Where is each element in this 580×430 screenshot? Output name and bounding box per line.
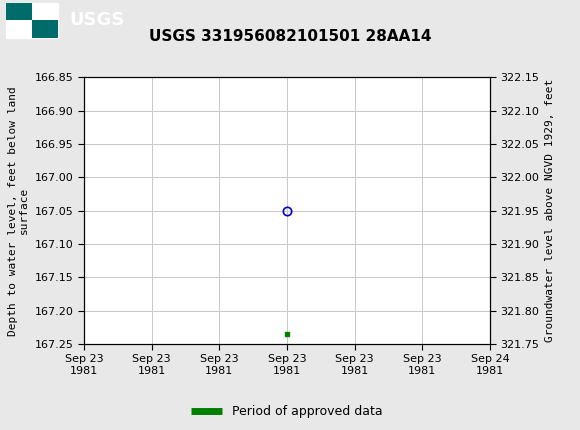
Text: USGS 331956082101501 28AA14: USGS 331956082101501 28AA14 bbox=[148, 29, 432, 44]
Legend: Period of approved data: Period of approved data bbox=[186, 400, 388, 423]
Y-axis label: Depth to water level, feet below land
surface: Depth to water level, feet below land su… bbox=[8, 86, 29, 335]
Text: USGS: USGS bbox=[70, 12, 125, 29]
Bar bbox=[6, 3, 32, 20]
Y-axis label: Groundwater level above NGVD 1929, feet: Groundwater level above NGVD 1929, feet bbox=[545, 79, 555, 342]
Bar bbox=[6, 3, 58, 37]
Bar bbox=[32, 20, 58, 37]
